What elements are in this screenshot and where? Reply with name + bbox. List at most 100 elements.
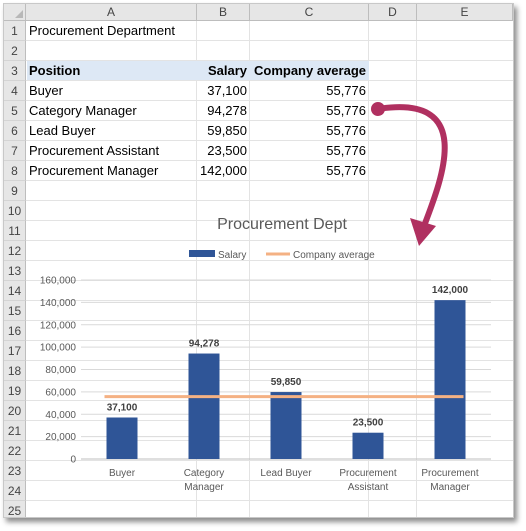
row-header-15[interactable]: 15 bbox=[4, 301, 26, 321]
column-header-c[interactable]: C bbox=[250, 4, 369, 21]
row-header-3[interactable]: 3 bbox=[4, 61, 26, 81]
salary-bar bbox=[434, 300, 466, 459]
column-gridline bbox=[416, 21, 417, 517]
table-cell[interactable]: 94,278 bbox=[207, 103, 247, 118]
row-gridline bbox=[26, 160, 513, 161]
salary-bar bbox=[188, 353, 220, 459]
salary-bar bbox=[270, 392, 302, 459]
row-header-12[interactable]: 12 bbox=[4, 241, 26, 261]
row-gridline bbox=[26, 300, 513, 301]
row-gridline bbox=[26, 460, 513, 461]
row-gridline bbox=[26, 500, 513, 501]
chart-title: Procurement Dept bbox=[217, 216, 347, 233]
table-header-cell[interactable]: Position bbox=[29, 63, 81, 78]
row-gridline bbox=[26, 220, 513, 221]
y-tick-label: 0 bbox=[70, 455, 76, 466]
column-header-a[interactable]: A bbox=[26, 4, 197, 21]
row-gridline bbox=[26, 420, 513, 421]
procurement-chart[interactable]: Procurement Dept Salary Company average 0 20… bbox=[26, 201, 513, 506]
row-header-19[interactable]: 19 bbox=[4, 381, 26, 401]
row-header-8[interactable]: 8 bbox=[4, 161, 26, 181]
column-header-d[interactable]: D bbox=[369, 4, 417, 21]
row-header-13[interactable]: 13 bbox=[4, 261, 26, 281]
legend-average-label: Company average bbox=[293, 250, 375, 261]
row-header-21[interactable]: 21 bbox=[4, 421, 26, 441]
row-gridline bbox=[26, 80, 513, 81]
row-gridline bbox=[26, 260, 513, 261]
row-gridline bbox=[26, 60, 513, 61]
salary-bar bbox=[106, 417, 138, 459]
row-header-6[interactable]: 6 bbox=[4, 121, 26, 141]
row-gridline bbox=[26, 240, 513, 241]
row-gridline bbox=[26, 100, 513, 101]
table-cell[interactable]: 55,776 bbox=[326, 143, 366, 158]
table-header-cell[interactable]: Salary bbox=[207, 63, 247, 78]
x-category-label: Manager bbox=[184, 482, 224, 493]
table-cell[interactable]: 55,776 bbox=[326, 103, 366, 118]
row-header-17[interactable]: 17 bbox=[4, 341, 26, 361]
table-cell[interactable]: 55,776 bbox=[326, 163, 366, 178]
bar-data-label: 142,000 bbox=[432, 285, 469, 296]
y-tick-label: 20,000 bbox=[45, 432, 76, 443]
table-cell[interactable]: 23,500 bbox=[207, 143, 247, 158]
select-all-corner[interactable] bbox=[4, 4, 26, 21]
row-header-23[interactable]: 23 bbox=[4, 461, 26, 481]
salary-bar bbox=[352, 432, 384, 459]
sheet-title-cell[interactable]: Procurement Department bbox=[29, 23, 175, 38]
table-cell[interactable]: Lead Buyer bbox=[29, 123, 96, 138]
table-cell[interactable]: Procurement Manager bbox=[29, 163, 159, 178]
table-cell[interactable]: 59,850 bbox=[207, 123, 247, 138]
row-header-16[interactable]: 16 bbox=[4, 321, 26, 341]
y-tick-label: 60,000 bbox=[45, 387, 76, 398]
column-gridline bbox=[368, 21, 369, 517]
column-gridline bbox=[196, 21, 197, 517]
row-header-18[interactable]: 18 bbox=[4, 361, 26, 381]
arrow-start-dot bbox=[371, 102, 385, 116]
row-header-2[interactable]: 2 bbox=[4, 41, 26, 61]
row-gridline bbox=[26, 320, 513, 321]
x-category-label: Procurement bbox=[339, 468, 396, 479]
row-header-9[interactable]: 9 bbox=[4, 181, 26, 201]
table-cell[interactable]: Procurement Assistant bbox=[29, 143, 160, 158]
row-gridline bbox=[26, 120, 513, 121]
row-gridline bbox=[26, 180, 513, 181]
x-category-label: Procurement bbox=[421, 468, 478, 479]
y-tick-label: 80,000 bbox=[45, 365, 76, 376]
row-header-24[interactable]: 24 bbox=[4, 481, 26, 501]
row-header-22[interactable]: 22 bbox=[4, 441, 26, 461]
row-header-4[interactable]: 4 bbox=[4, 81, 26, 101]
x-category-label: Lead Buyer bbox=[260, 468, 312, 479]
row-header-7[interactable]: 7 bbox=[4, 141, 26, 161]
table-cell[interactable]: 37,100 bbox=[207, 83, 247, 98]
x-category-label: Manager bbox=[430, 482, 470, 493]
row-header-5[interactable]: 5 bbox=[4, 101, 26, 121]
row-header-14[interactable]: 14 bbox=[4, 281, 26, 301]
row-gridline bbox=[26, 480, 513, 481]
bar-data-label: 94,278 bbox=[189, 339, 220, 350]
legend-salary-swatch bbox=[189, 250, 215, 257]
x-category-label: Buyer bbox=[109, 468, 136, 479]
y-tick-label: 120,000 bbox=[40, 320, 77, 331]
row-header-10[interactable]: 10 bbox=[4, 201, 26, 221]
row-gridline bbox=[26, 380, 513, 381]
table-header-cell[interactable]: Company average bbox=[254, 63, 366, 78]
row-gridline bbox=[26, 400, 513, 401]
row-header-20[interactable]: 20 bbox=[4, 401, 26, 421]
row-gridline bbox=[26, 200, 513, 201]
row-header-1[interactable]: 1 bbox=[4, 21, 26, 41]
column-header-e[interactable]: E bbox=[417, 4, 513, 21]
table-cell[interactable]: 55,776 bbox=[326, 123, 366, 138]
table-cell[interactable]: 55,776 bbox=[326, 83, 366, 98]
table-cell[interactable]: 142,000 bbox=[200, 163, 247, 178]
row-gridline bbox=[26, 40, 513, 41]
row-header-25[interactable]: 25 bbox=[4, 501, 26, 517]
row-gridline bbox=[26, 340, 513, 341]
y-tick-label: 160,000 bbox=[40, 276, 77, 287]
table-cell[interactable]: Category Manager bbox=[29, 103, 137, 118]
row-header-11[interactable]: 11 bbox=[4, 221, 26, 241]
table-cell[interactable]: Buyer bbox=[29, 83, 63, 98]
legend-salary-label: Salary bbox=[218, 250, 246, 261]
row-gridline bbox=[26, 440, 513, 441]
column-header-b[interactable]: B bbox=[197, 4, 250, 21]
